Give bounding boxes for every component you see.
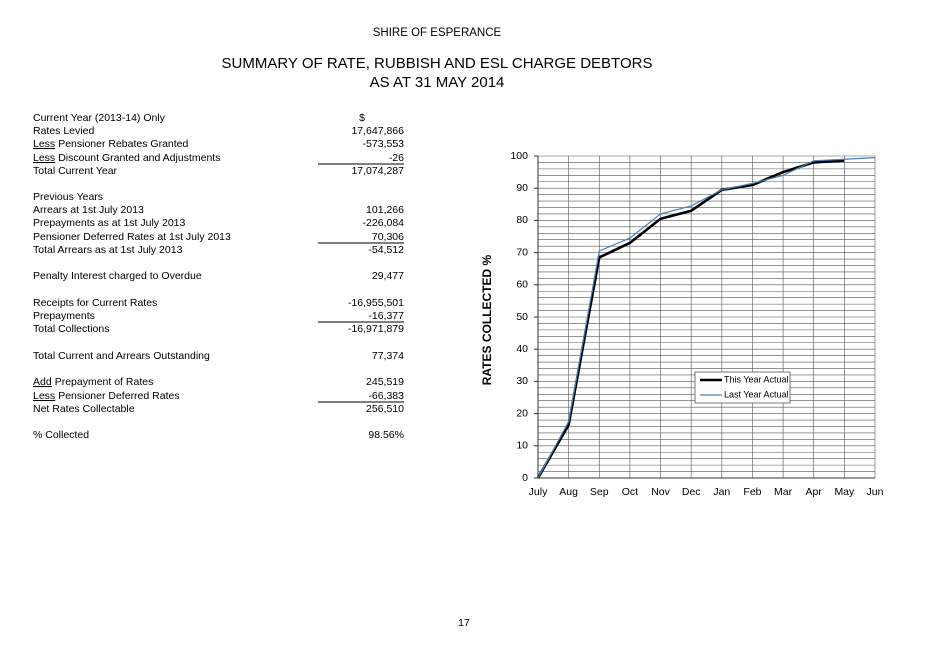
row-label: Penalty Interest charged to Overdue — [33, 270, 202, 282]
y-tick-label: 100 — [510, 150, 528, 162]
row-label: Pensioner Deferred Rates at 1st July 201… — [33, 231, 231, 243]
row-label: Less Discount Granted and Adjustments — [33, 152, 220, 164]
row-label-text: Pensioner Deferred Rates — [58, 390, 179, 402]
legend-label: Last Year Actual — [724, 389, 789, 399]
row-label: Total Arrears as at 1st July 2013 — [33, 244, 183, 256]
row-value: 101,266 — [366, 204, 404, 216]
row-label: Total Collections — [33, 323, 109, 335]
row-value: 70,306 — [372, 231, 404, 243]
row-value: 256,510 — [366, 403, 404, 415]
row-label: % Collected — [33, 429, 89, 441]
y-tick-label: 50 — [516, 311, 528, 323]
row-label: Rates Levied — [33, 125, 94, 137]
y-tick-label: 10 — [516, 440, 528, 452]
row-label: Previous Years — [33, 191, 103, 203]
row-label: Net Rates Collectable — [33, 403, 135, 415]
x-tick-label: Apr — [806, 486, 823, 498]
row-value: -16,377 — [368, 310, 404, 322]
x-tick-label: Mar — [774, 486, 793, 498]
x-tick-label: July — [529, 486, 548, 498]
x-tick-label: Nov — [651, 486, 670, 498]
row-value: 17,074,287 — [351, 165, 404, 177]
row-label: Total Current and Arrears Outstanding — [33, 350, 210, 362]
x-tick-label: Sep — [590, 486, 609, 498]
row-label: Arrears at 1st July 2013 — [33, 204, 144, 216]
x-tick-label: Jun — [867, 486, 884, 498]
row-label-text: Pensioner Rebates Granted — [58, 138, 188, 150]
row-value: -226,084 — [363, 217, 405, 229]
title: SUMMARY OF RATE, RUBBISH AND ESL CHARGE … — [222, 55, 653, 72]
page-number: 17 — [458, 617, 470, 629]
row-value: 17,647,866 — [351, 125, 404, 137]
x-tick-label: Feb — [743, 486, 761, 498]
series-line — [537, 157, 876, 479]
row-label: Total Current Year — [33, 165, 118, 177]
row-value: 29,477 — [372, 270, 404, 282]
y-tick-label: 70 — [516, 246, 528, 258]
row-value: 98.56% — [368, 429, 404, 441]
series-line — [536, 159, 845, 479]
row-label-prefix: Less — [33, 390, 55, 402]
row-label: Add Prepayment of Rates — [33, 376, 153, 388]
y-tick-label: 90 — [516, 182, 528, 194]
row-value: -573,553 — [363, 138, 405, 150]
row-label-prefix: Add — [33, 376, 52, 388]
y-tick-label: 40 — [516, 343, 528, 355]
row-label-prefix: Less — [33, 138, 55, 150]
x-tick-label: Oct — [622, 486, 638, 498]
x-tick-label: Jan — [713, 486, 730, 498]
row-label: Prepayments as at 1st July 2013 — [33, 217, 185, 229]
row-label: Less Pensioner Deferred Rates — [33, 390, 180, 402]
y-tick-label: 0 — [522, 472, 528, 484]
row-value: 245,519 — [366, 376, 404, 388]
y-tick-label: 30 — [516, 375, 528, 387]
row-value: -54,512 — [368, 244, 404, 256]
row-value: $ — [359, 112, 365, 124]
row-label: Prepayments — [33, 310, 95, 322]
legend-box — [694, 371, 791, 404]
row-value: -16,955,501 — [348, 297, 404, 309]
row-label: Receipts for Current Rates — [33, 297, 157, 309]
y-tick-label: 20 — [516, 407, 528, 419]
y-tick-label: 60 — [516, 279, 528, 291]
row-label-text: Prepayment of Rates — [55, 376, 154, 388]
row-value: -26 — [389, 152, 404, 164]
row-value: 77,374 — [372, 350, 404, 362]
row-label: Current Year (2013-14) Only — [33, 112, 166, 124]
x-tick-label: Dec — [682, 486, 701, 498]
x-tick-label: Aug — [559, 486, 578, 498]
organisation: SHIRE OF ESPERANCE — [373, 27, 502, 39]
x-tick-label: May — [834, 486, 855, 498]
row-value: -16,971,879 — [348, 323, 404, 335]
subtitle: AS AT 31 MAY 2014 — [370, 74, 505, 91]
y-tick-label: 80 — [516, 214, 528, 226]
legend-label: This Year Actual — [724, 374, 789, 384]
row-value: -66,383 — [368, 390, 404, 402]
row-label-prefix: Less — [33, 152, 55, 164]
row-label-text: Discount Granted and Adjustments — [58, 152, 220, 164]
y-axis-label: RATES COLLECTED % — [480, 254, 494, 385]
row-label: Less Pensioner Rebates Granted — [33, 138, 189, 150]
